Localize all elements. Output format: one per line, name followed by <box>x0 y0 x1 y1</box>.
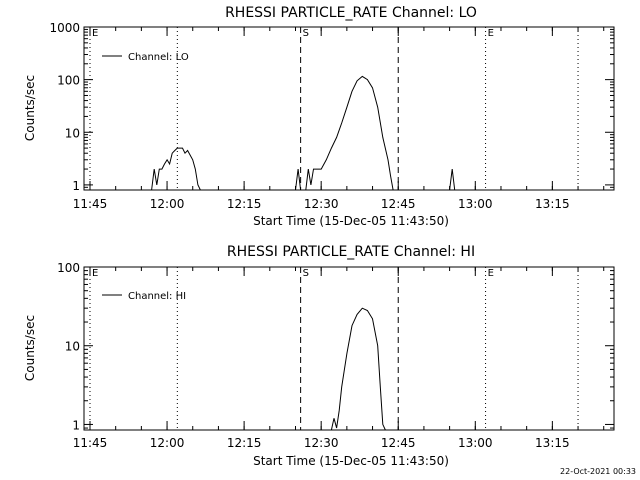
x-tick-label: 12:45 <box>381 197 416 211</box>
x-tick-label: 12:15 <box>227 436 262 450</box>
y-axis-label: Counts/sec <box>23 75 37 141</box>
x-tick-label: 13:15 <box>535 436 570 450</box>
x-tick-label: 12:00 <box>150 436 185 450</box>
x-axis-label: Start Time (15-Dec-05 11:43:50) <box>253 454 449 468</box>
x-tick-label: 12:30 <box>304 436 339 450</box>
plot-frame <box>83 26 615 191</box>
x-tick-label: 12:45 <box>381 436 416 450</box>
legend-label: Channel: LO <box>128 52 189 63</box>
y-tick-label: 100 <box>57 261 80 275</box>
chart-title: RHESSI PARTICLE_RATE Channel: LO <box>225 5 477 21</box>
x-tick-label: 12:15 <box>227 197 262 211</box>
event-marker-label: E <box>92 268 98 279</box>
event-marker-label: E <box>488 268 494 279</box>
data-series-line <box>330 307 386 431</box>
x-tick-label: 11:45 <box>73 436 108 450</box>
event-marker-label: E <box>92 28 98 39</box>
x-tick-label: 12:00 <box>150 197 185 211</box>
y-axis-label: Counts/sec <box>23 315 37 381</box>
y-tick-label: 1000 <box>49 21 80 35</box>
x-axis-label: Start Time (15-Dec-05 11:43:50) <box>253 214 449 228</box>
event-marker-label: E <box>488 28 494 39</box>
y-tick-label: 10 <box>65 340 80 354</box>
x-tick-label: 13:15 <box>535 197 570 211</box>
event-marker-label: S <box>303 28 309 39</box>
x-tick-label: 13:00 <box>458 197 493 211</box>
y-tick-label: 1 <box>72 179 80 193</box>
data-series-line <box>151 75 456 191</box>
x-tick-label: 12:30 <box>304 197 339 211</box>
chart-title: RHESSI PARTICLE_RATE Channel: HI <box>227 244 475 260</box>
legend-label: Channel: HI <box>128 291 186 302</box>
y-tick-label: 10 <box>65 126 80 140</box>
x-tick-label: 13:00 <box>458 436 493 450</box>
plot-frame <box>83 266 615 431</box>
x-tick-label: 11:45 <box>73 197 108 211</box>
footer-timestamp: 22-Oct-2021 00:33 <box>560 467 636 476</box>
y-tick-label: 1 <box>72 418 80 432</box>
y-tick-label: 100 <box>57 74 80 88</box>
event-marker-label: S <box>303 268 309 279</box>
